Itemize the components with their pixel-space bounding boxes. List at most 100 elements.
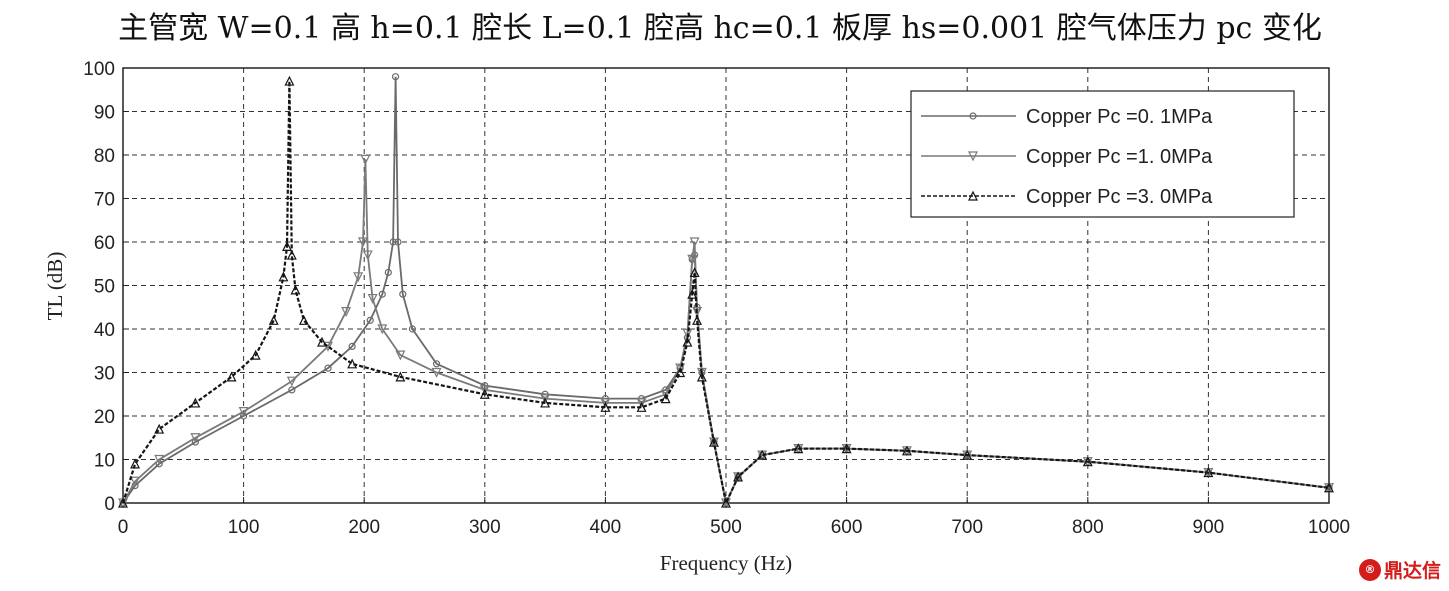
data-point — [238, 407, 249, 417]
data-point — [317, 336, 327, 347]
logo-text: 鼎达信 — [1383, 560, 1441, 582]
data-point — [660, 389, 671, 400]
x-tick-label: 900 — [1193, 517, 1225, 538]
data-point — [692, 314, 703, 325]
legend-label: Copper Pc =1. 0MPa — [1026, 146, 1213, 168]
data-point — [600, 401, 611, 412]
data-point — [901, 445, 912, 456]
x-tick-label: 400 — [590, 517, 622, 538]
data-point — [366, 316, 374, 324]
data-point — [240, 412, 248, 420]
data-point — [367, 293, 378, 304]
data-point — [394, 238, 402, 246]
y-tick-label: 80 — [94, 146, 115, 167]
data-point — [408, 325, 417, 333]
legend: Copper Pc =0. 1MPa Copper Pc =1. 0MPa Copp… — [910, 90, 1295, 218]
x-tick-label: 500 — [710, 517, 742, 538]
data-point — [288, 386, 296, 394]
data-point — [155, 460, 163, 468]
logo-mark-icon: ® — [1358, 558, 1381, 581]
data-point — [190, 397, 201, 408]
data-point — [154, 454, 165, 465]
data-point — [687, 254, 698, 265]
data-point — [1324, 482, 1334, 493]
x-tick-label: 600 — [831, 517, 863, 538]
data-point — [278, 271, 289, 282]
data-point — [682, 336, 693, 347]
data-point — [268, 314, 279, 325]
legend-item: Copper Pc =0. 1MPa — [921, 106, 1213, 128]
data-point — [118, 497, 128, 508]
x-tick-label: 200 — [348, 517, 380, 538]
x-tick-label: 800 — [1072, 517, 1104, 538]
y-tick-label: 40 — [94, 320, 115, 341]
data-point — [341, 307, 352, 317]
x-axis-label: Frequency (Hz) — [660, 551, 792, 575]
data-point — [324, 364, 332, 372]
y-tick-label: 70 — [94, 190, 115, 211]
data-point — [479, 385, 490, 396]
data-point — [360, 154, 371, 165]
y-tick-label: 10 — [94, 451, 115, 472]
x-tick-label: 100 — [228, 517, 260, 538]
data-point — [689, 237, 700, 248]
data-point — [348, 342, 356, 350]
y-tick-label: 50 — [94, 277, 115, 298]
data-point — [384, 268, 392, 277]
data-point — [660, 393, 671, 404]
data-point — [1203, 467, 1214, 478]
data-point — [298, 314, 309, 325]
y-axis-label: TL (dB) — [43, 252, 67, 321]
data-point — [793, 443, 804, 454]
data-point — [757, 449, 768, 460]
data-point — [841, 443, 852, 454]
data-point — [399, 290, 407, 298]
data-point — [191, 438, 199, 446]
legend-label: Copper Pc =0. 1MPa — [1026, 106, 1213, 128]
y-tick-label: 90 — [94, 103, 115, 124]
data-point — [377, 324, 388, 335]
data-point — [962, 449, 973, 460]
data-point — [692, 307, 703, 317]
data-point — [689, 267, 700, 278]
data-point — [708, 436, 719, 447]
chart-title: 主管宽 W=0.1 高 h=0.1 腔长 L=0.1 腔高 hc=0.1 板厚 … — [118, 11, 1322, 46]
data-point — [479, 388, 490, 399]
y-tick-label: 60 — [94, 233, 115, 254]
data-point — [362, 250, 373, 261]
x-tick-label: 300 — [469, 517, 501, 538]
y-tick-label: 100 — [83, 59, 115, 80]
data-point — [395, 371, 406, 382]
data-point — [675, 363, 686, 374]
data-point — [250, 349, 261, 360]
data-point — [432, 360, 441, 368]
data-point — [284, 75, 295, 86]
data-point — [682, 328, 693, 339]
data-point — [636, 398, 647, 409]
data-point — [358, 237, 368, 248]
data-point — [1082, 456, 1093, 467]
legend-marker — [968, 190, 978, 201]
data-point — [130, 476, 141, 487]
data-point — [696, 371, 707, 382]
legend-item: Copper Pc =3. 0MPa — [921, 186, 1213, 208]
data-point — [378, 290, 386, 298]
legend-item: Copper Pc =1. 0MPa — [921, 146, 1213, 168]
data-point — [431, 367, 442, 378]
data-point — [389, 238, 397, 246]
data-point — [226, 371, 237, 382]
data-point — [600, 398, 611, 409]
data-point — [154, 423, 165, 434]
y-tick-label: 20 — [94, 407, 115, 428]
data-point — [675, 367, 686, 378]
data-point — [395, 350, 406, 361]
data-point — [353, 272, 364, 283]
data-point — [540, 397, 551, 408]
x-tick-label: 0 — [118, 517, 129, 538]
data-point — [130, 458, 141, 469]
data-point — [696, 367, 707, 378]
x-tick-label: 700 — [951, 517, 983, 538]
data-point — [282, 241, 292, 251]
data-point — [391, 73, 400, 81]
